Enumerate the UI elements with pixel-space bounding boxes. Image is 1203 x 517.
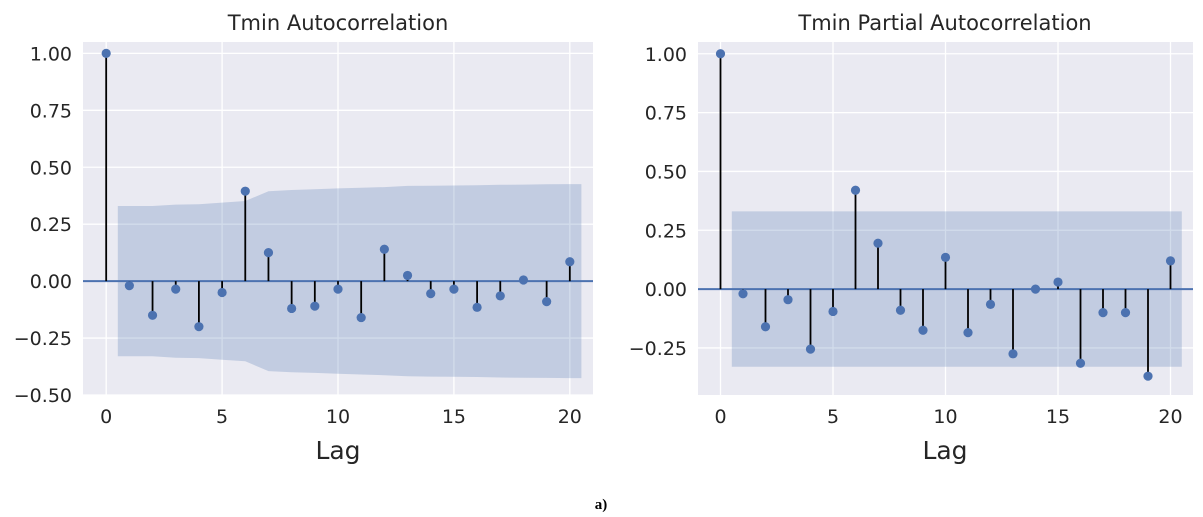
pacf-point-lag-15	[1053, 277, 1063, 287]
acf-title: Tmin Autocorrelation	[227, 11, 449, 35]
acf-point-lag-15	[449, 284, 459, 294]
acf-x-tick-label: 10	[326, 406, 350, 428]
acf-y-tick-label: 0.75	[30, 100, 72, 122]
acf-point-lag-13	[402, 270, 413, 281]
acf-point-lag-4	[194, 322, 204, 332]
pacf-x-tick-label: 0	[714, 406, 726, 428]
acf-point-lag-20	[565, 257, 575, 267]
acf-point-lag-0	[101, 48, 111, 58]
pacf-point-lag-12	[985, 299, 996, 309]
pacf-y-tick-label: 0.50	[645, 161, 687, 183]
pacf-point-lag-9	[918, 325, 928, 335]
acf-point-lag-7	[263, 248, 274, 258]
pacf-point-lag-5	[828, 306, 838, 317]
acf-x-tick-label: 5	[216, 406, 228, 428]
acf-point-lag-19	[542, 297, 552, 307]
acf-point-lag-10	[333, 284, 343, 294]
acf-point-lag-18	[518, 275, 529, 285]
acf-stems	[101, 48, 575, 332]
acf-y-tick-label: −0.50	[14, 385, 72, 407]
pacf-y-tick-labels: 1.00 0.75 0.50 0.25 0.00 −0.25	[629, 44, 687, 360]
acf-point-lag-3	[171, 284, 181, 294]
pacf-x-tick-label: 15	[1046, 406, 1070, 428]
acf-y-tick-label: 0.00	[30, 271, 72, 293]
pacf-point-lag-1	[738, 289, 748, 299]
acf-point-lag-17	[495, 291, 505, 301]
pacf-stems	[715, 49, 1176, 381]
acf-point-lag-16	[472, 302, 482, 312]
acf-chart: 1.000.750.500.250.00−0.25−0.50 0 5 10 15 20 …	[14, 11, 593, 465]
pacf-point-lag-8	[895, 305, 906, 315]
pacf-point-lag-19	[1143, 371, 1153, 381]
acf-point-lag-8	[287, 303, 297, 314]
pacf-point-lag-3	[783, 295, 793, 305]
pacf-point-lag-11	[963, 328, 973, 338]
acf-x-tick-label: 20	[558, 406, 582, 428]
pacf-x-tick-label: 20	[1158, 406, 1182, 428]
acf-y-tick-label: 0.25	[30, 214, 72, 236]
pacf-chart: 1.00 0.75 0.50 0.25 0.00 −0.25 0 5 10 15 20 Tmin …	[629, 11, 1193, 465]
acf-x-tick-label: 15	[442, 406, 466, 428]
pacf-point-lag-2	[760, 322, 771, 332]
pacf-y-tick-label: 1.00	[645, 44, 687, 66]
pacf-y-tick-label: 0.00	[645, 279, 687, 301]
pacf-x-axis-label: Lag	[922, 436, 967, 465]
acf-y-tick-label: 1.00	[30, 43, 72, 65]
pacf-title: Tmin Partial Autocorrelation	[797, 11, 1091, 35]
pacf-point-lag-10	[940, 252, 951, 262]
pacf-point-lag-4	[805, 344, 816, 354]
pacf-y-tick-label: −0.25	[629, 338, 687, 360]
pacf-point-lag-20	[1165, 256, 1176, 266]
acf-point-lag-5	[217, 287, 227, 298]
acf-point-lag-2	[147, 310, 158, 320]
acf-y-tick-label: 0.50	[30, 157, 72, 179]
figure-caption: a)	[595, 497, 608, 513]
pacf-x-tick-label: 10	[933, 406, 957, 428]
pacf-x-tick-labels: 0 5 10 15 20	[714, 406, 1182, 428]
pacf-point-lag-0	[715, 49, 726, 59]
acf-point-lag-1	[124, 281, 134, 291]
pacf-y-tick-label: 0.75	[645, 103, 687, 125]
acf-x-axis-label: Lag	[315, 436, 360, 465]
pacf-x-tick-label: 5	[827, 406, 839, 428]
pacf-point-lag-18	[1120, 308, 1131, 318]
pacf-point-lag-14	[1030, 284, 1041, 294]
acf-x-tick-label: 0	[100, 406, 112, 428]
pacf-point-lag-16	[1075, 358, 1086, 368]
acf-y-tick-labels: 1.00 0.75 0.50 0.25 0.00 −0.25 −0.50	[14, 43, 72, 407]
pacf-point-lag-6	[850, 185, 861, 195]
acf-point-lag-14	[426, 289, 436, 299]
acf-point-lag-12	[379, 244, 389, 254]
acf-point-lag-9	[310, 301, 320, 311]
pacf-point-lag-17	[1098, 308, 1108, 318]
acf-point-lag-11	[356, 312, 366, 323]
acf-x-tick-labels: 0 5 10 15 20	[100, 406, 582, 428]
acf-y-tick-label: −0.25	[14, 328, 72, 350]
pacf-point-lag-7	[873, 238, 883, 248]
acf-point-lag-6	[240, 186, 250, 196]
pacf-gridlines	[698, 42, 1193, 395]
pacf-point-lag-13	[1008, 349, 1018, 359]
pacf-y-tick-label: 0.25	[645, 220, 687, 242]
